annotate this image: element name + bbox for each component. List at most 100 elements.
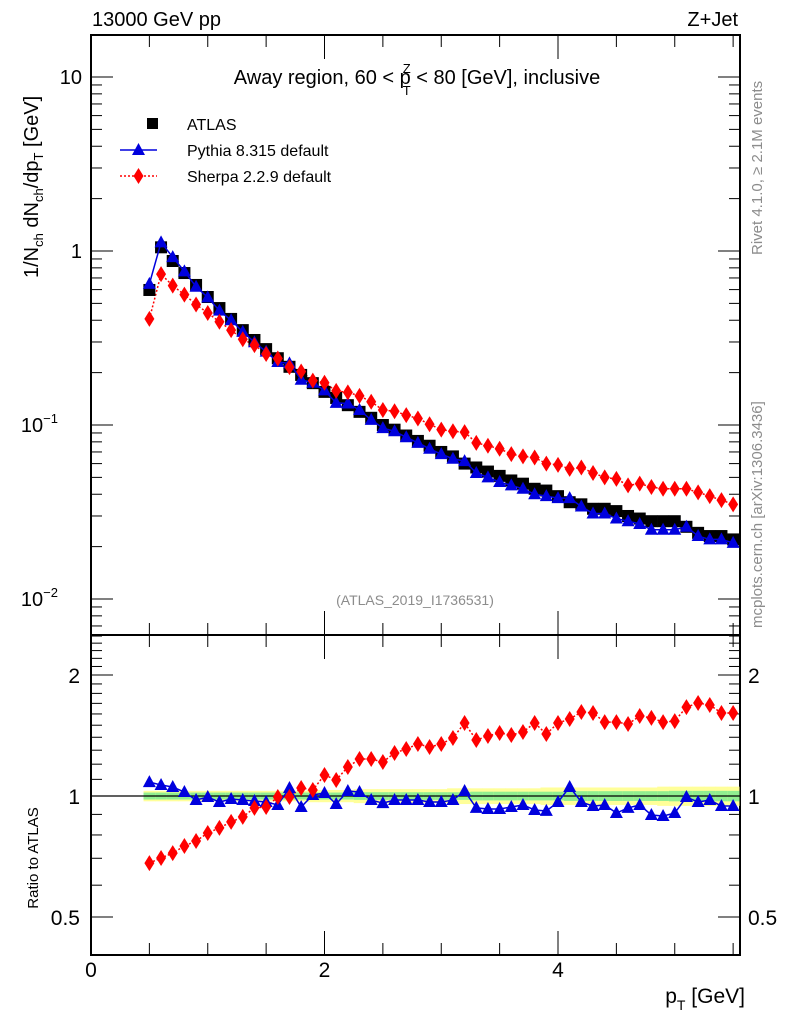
sherpa-ratio-point [693,695,704,712]
ratio-ytick-label-left: 1 [68,786,80,809]
pythia-data-point [586,506,600,519]
pythia-data-point [154,235,168,248]
ratio-ticks [90,635,740,955]
legend-sherpa-marker [133,168,144,184]
pythia-ratio-point [388,793,402,806]
sherpa-ratio-point [553,715,563,732]
pythia-ratio-point [539,803,553,816]
pythia-data-point [376,421,390,434]
ratio-ytick-label-right: 1 [748,786,760,809]
ylabel-sub: ch [31,188,46,202]
sherpa-data-point [319,374,330,391]
sherpa-ratio-point [354,751,365,768]
pythia-data-point [668,522,682,535]
pythia-ratio-point [423,795,437,808]
sherpa-data-point [156,266,167,283]
pythia-ratio-point [411,793,425,806]
sherpa-data-point [471,434,482,451]
ratio-series [142,695,740,872]
main-ytick-label: 10−1 [21,411,58,437]
sherpa-data-point [191,296,202,313]
pythia-data-point [609,511,623,524]
pythia-data-point [341,396,355,409]
sherpa-data-point [237,331,248,348]
legend-pythia-marker [132,143,145,155]
header-left-label: 13000 GeV pp [92,9,221,31]
pythia-ratio-point [154,778,168,791]
pythia-data-point [423,441,437,454]
sherpa-data-point [611,470,622,487]
ytick-base: 1 [71,241,82,263]
pythia-data-point [212,303,226,316]
xlabel-part: [GeV] [685,985,745,1008]
sherpa-ratio-point [237,808,248,825]
sherpa-data-point [728,496,739,513]
ylabel-sub: T [31,152,46,160]
sherpa-data-point [704,488,715,505]
sherpa-data-point [658,480,669,497]
pythia-ratio-point [644,807,658,820]
sherpa-data-point [669,480,680,497]
pythia-ratio-point [574,795,588,808]
sherpa-data-point [447,423,458,440]
sherpa-ratio-point [389,745,400,762]
sherpa-data-point [377,401,388,418]
pythia-ratio-point [282,780,296,793]
atlas-data-point [645,515,658,528]
pythia-ratio-point [563,779,577,792]
pythia-ratio-point [609,806,623,819]
sherpa-data-point [424,416,435,433]
plot-title: Away region, 60 < pZ T < 80 [GeV], inclus… [234,61,600,98]
pythia-data-point [691,529,705,542]
sherpa-ratio-point [366,751,377,768]
pythia-data-point [364,412,378,425]
xtick-label: 4 [552,959,564,982]
legend: ATLAS Pythia 8.315 default Sherpa 2.2.9 … [120,117,332,186]
sherpa-ratio-point [681,699,692,716]
sherpa-data-point [459,424,470,441]
pythia-ratio-point [236,793,250,806]
pythia-ratio-point [691,795,705,808]
pythia-ratio-point [458,784,472,797]
pythia-data-point [539,489,553,502]
ytick-exponent: −1 [43,411,58,426]
pythia-data-point [516,481,530,494]
pythia-data-point [177,264,191,277]
sherpa-ratio-point [704,697,715,714]
sherpa-line [148,272,734,506]
sherpa-ratio-point [658,714,669,731]
sherpa-ratio-point [191,832,202,849]
ratio-plot-frame [90,634,741,956]
sherpa-data-point [529,449,540,466]
sherpa-data-point [342,384,353,401]
sherpa-data-point [564,460,575,477]
plot-title-sup: Z [403,61,411,76]
ytick-base: 10 [60,67,82,89]
pythia-data-point [469,465,483,478]
ratio-ylabel: Ratio to ATLAS [25,807,42,908]
pythia-data-point [504,478,518,491]
xlabel-part: p [665,985,677,1008]
sherpa-data-point [296,363,307,380]
pythia-data-point [142,276,156,289]
pythia-ratio-point [598,797,612,810]
ylabel-sub: ch [31,233,46,247]
pythia-ratio-point [376,796,390,809]
pythia-ratio-point [551,795,565,808]
sherpa-ratio-point [494,724,505,741]
sherpa-data-point [389,403,400,420]
sherpa-ratio-point [716,704,727,721]
sherpa-data-point [436,421,447,438]
pythia-ratio-point [481,802,495,815]
sherpa-data-point [588,464,599,481]
sherpa-data-point [284,359,295,376]
sherpa-data-point [693,484,704,501]
sherpa-data-point [331,382,342,399]
sherpa-ratio-point [156,850,167,867]
sherpa-ratio-point [226,813,237,830]
ratio-ytick-labels: 2 2 1 1 0.5 0.5 [51,665,777,930]
pythia-data-point [166,250,180,263]
ratio-ytick-label-left: 2 [68,665,80,688]
sherpa-data-point [307,372,318,389]
pythia-ratio-point [504,799,518,812]
